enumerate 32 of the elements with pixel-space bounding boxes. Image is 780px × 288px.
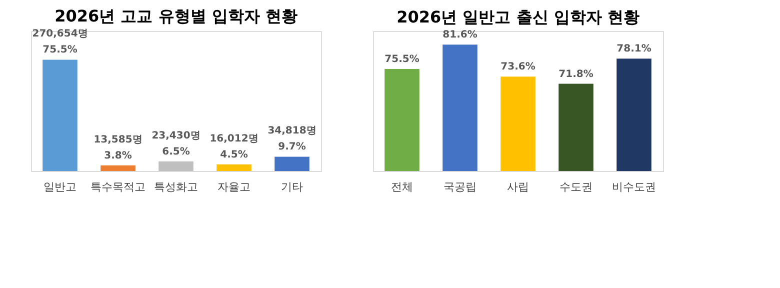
- chart-title: 2026년 고교 유형별 입학자 현황: [54, 6, 298, 26]
- x-tick-label: 자율고: [218, 180, 250, 194]
- x-tick-label: 일반고: [44, 180, 76, 194]
- annotation: 34,818명: [268, 126, 316, 137]
- annotation: 23,430명: [152, 130, 200, 142]
- data-label: 3.8%: [104, 150, 132, 162]
- x-tick-label: 사립: [507, 180, 529, 194]
- data-label: 75.5%: [42, 44, 78, 56]
- data-label: 75.5%: [384, 54, 420, 65]
- bar: [100, 165, 136, 171]
- bar: [274, 156, 310, 171]
- x-tick-label: 국공립: [444, 180, 476, 194]
- data-label: 81.6%: [442, 30, 478, 41]
- data-label: 78.1%: [616, 44, 652, 55]
- x-tick-label: 특성화고: [154, 180, 198, 194]
- annotation: 16,012명: [210, 133, 258, 144]
- data-label: 4.5%: [220, 149, 248, 160]
- annotation: 270,654명: [32, 28, 88, 40]
- data-label: 71.8%: [558, 68, 594, 80]
- x-tick-label: 수도권: [560, 180, 592, 194]
- x-tick-label: 전체: [391, 180, 413, 194]
- bar: [42, 60, 78, 171]
- data-label: 6.5%: [162, 146, 190, 158]
- x-tick-label: 특수목적고: [90, 180, 146, 194]
- x-tick-label: 기타: [281, 180, 303, 194]
- annotation: 13,585명: [94, 134, 142, 146]
- bar: [216, 164, 252, 171]
- data-label: 73.6%: [500, 62, 536, 73]
- x-tick-label: 비수도권: [612, 180, 656, 194]
- bar: [158, 161, 194, 171]
- chart-title: 2026년 일반고 출신 입학자 현황: [396, 8, 640, 27]
- data-label: 9.7%: [278, 142, 306, 153]
